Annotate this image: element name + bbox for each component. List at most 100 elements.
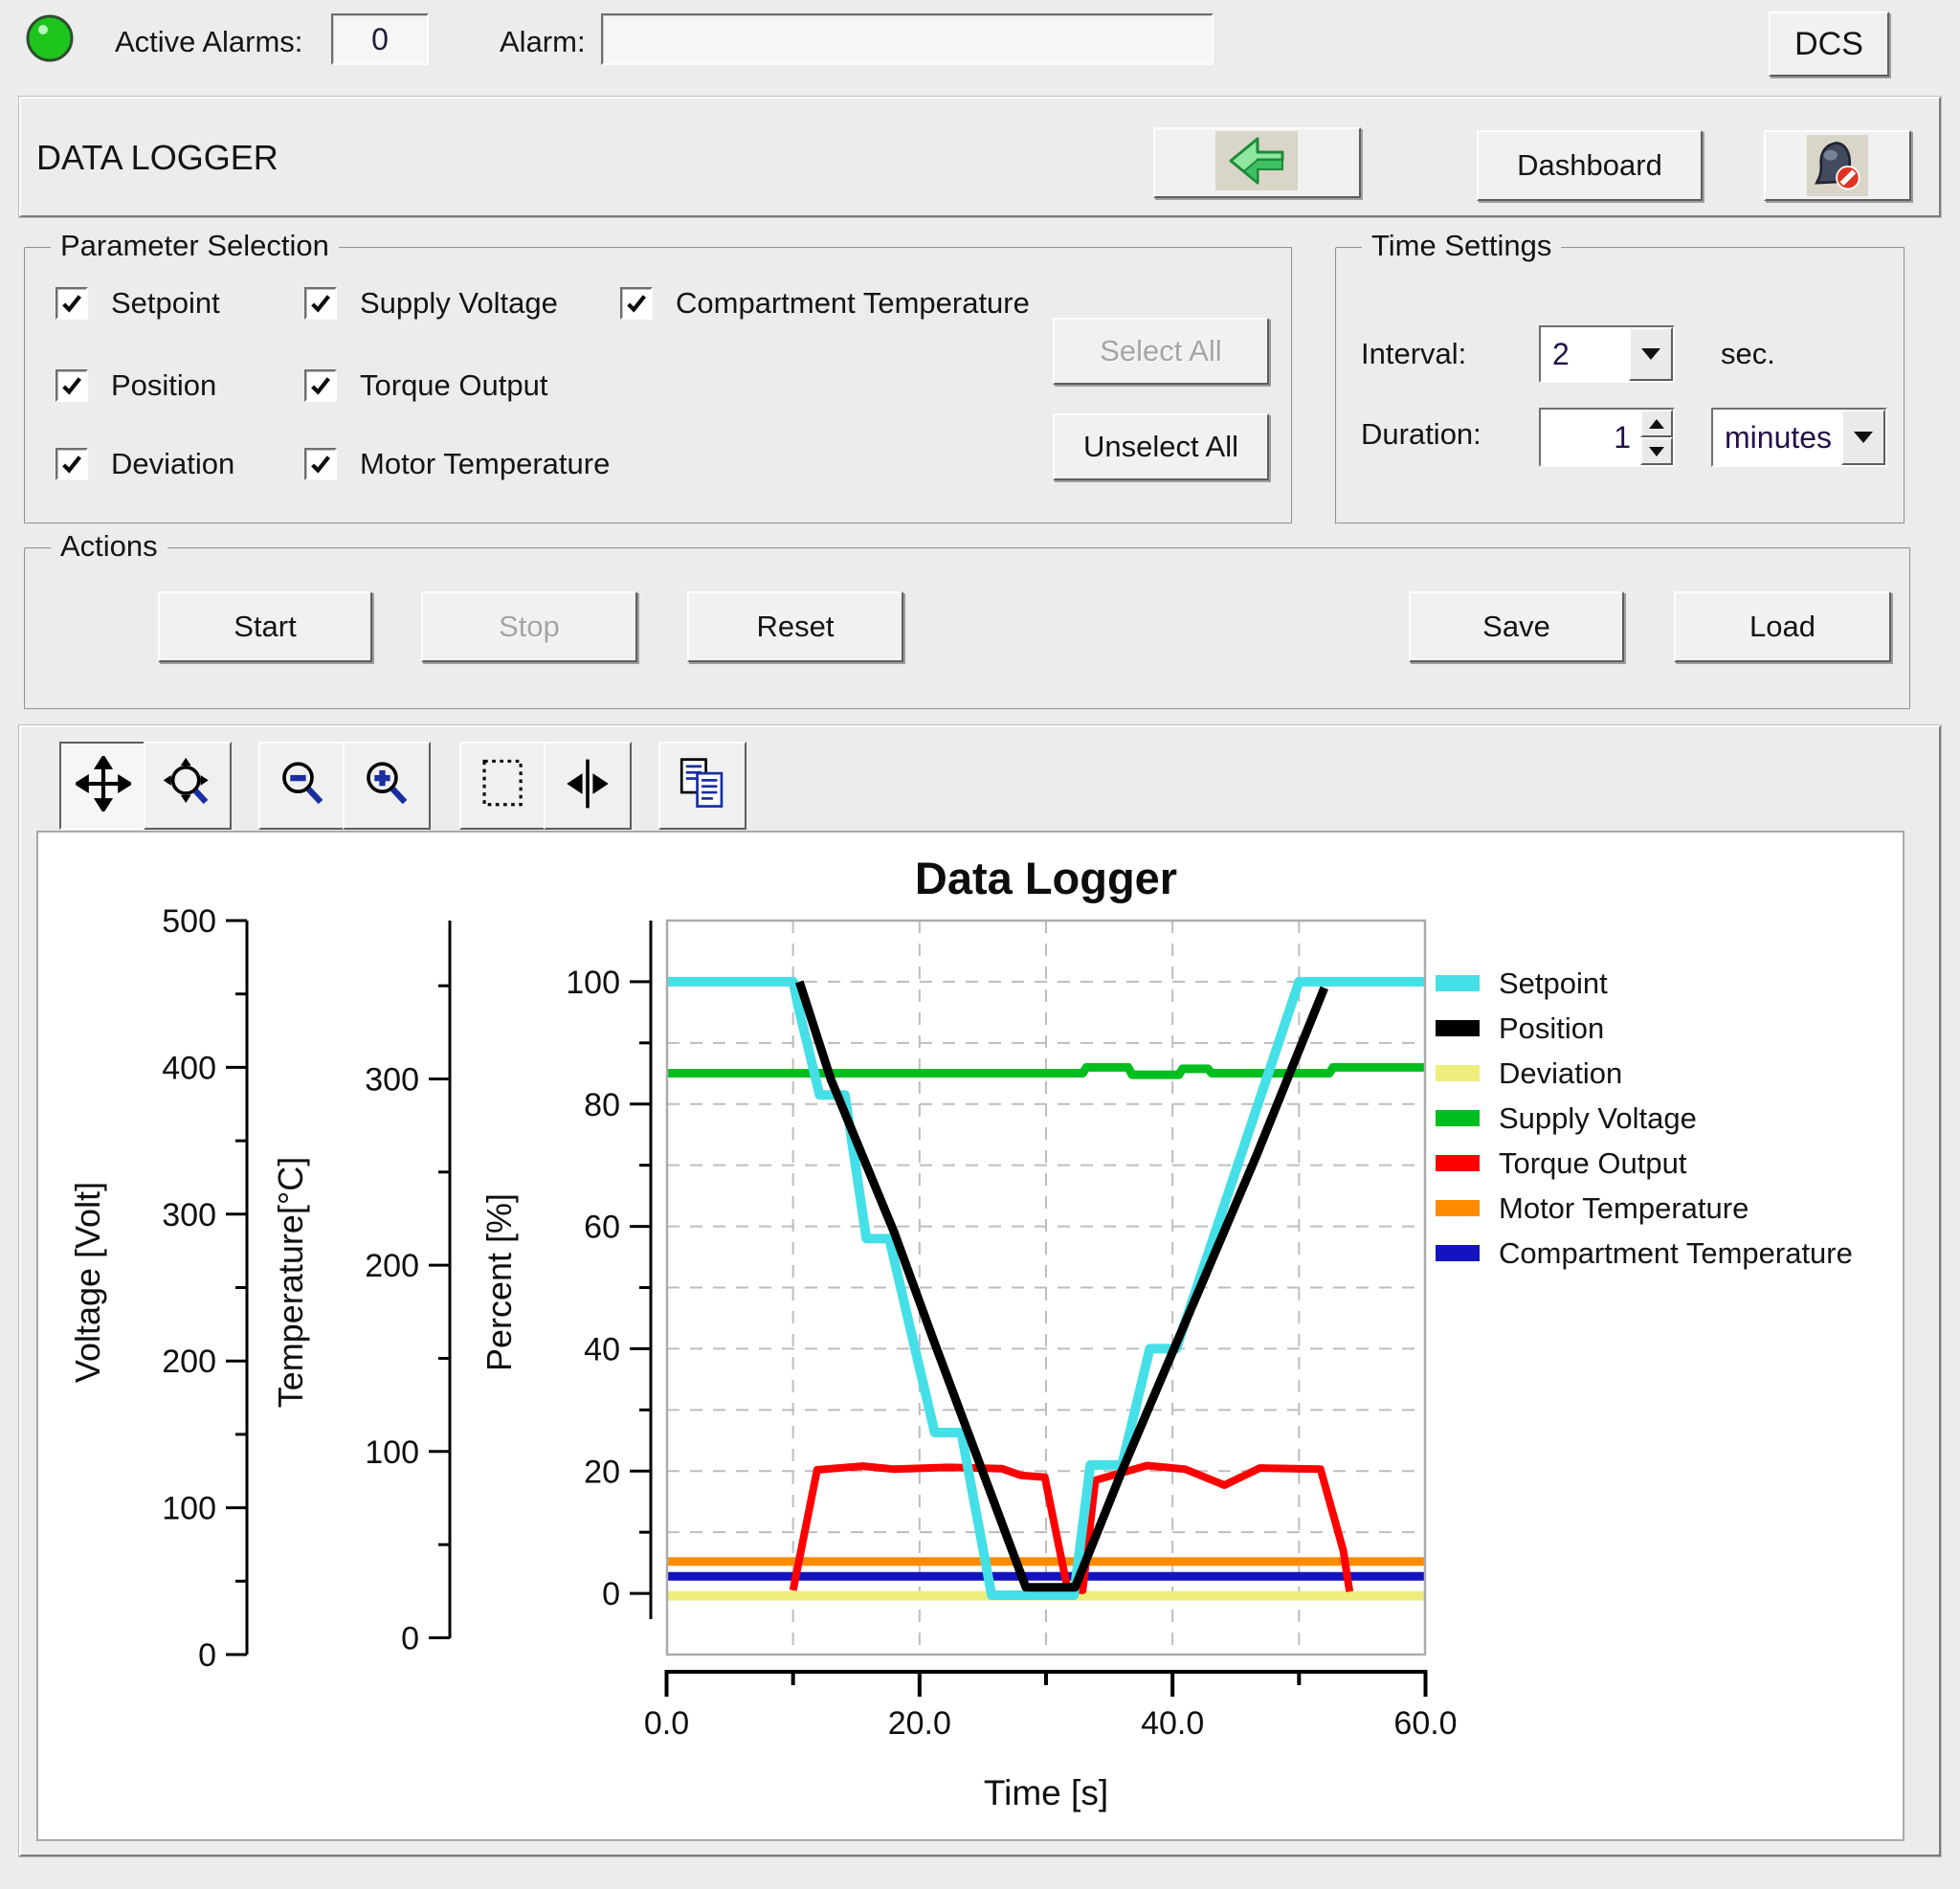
alarm-field[interactable] <box>601 13 1214 65</box>
checkbox-box-icon <box>56 369 88 402</box>
checkbox-label: Setpoint <box>111 286 220 320</box>
alarm-mute-icon <box>1807 135 1868 196</box>
svg-text:80: 80 <box>584 1087 620 1123</box>
zoom-horizontal-fit-button[interactable] <box>544 742 632 830</box>
actions-title: Actions <box>51 529 167 564</box>
checkbox-motor-temperature[interactable]: Motor Temperature <box>304 447 611 480</box>
legend-label: Position <box>1499 1011 1605 1045</box>
legend-swatch-icon <box>1436 1245 1480 1261</box>
status-led-icon <box>25 13 75 63</box>
dcs-button[interactable]: DCS <box>1769 11 1889 77</box>
alarm-label: Alarm: <box>500 25 586 58</box>
legend-swatch-icon <box>1436 1065 1480 1081</box>
checkbox-label: Position <box>111 368 217 402</box>
zoom-out-button[interactable] <box>258 742 346 830</box>
legend-swatch-icon <box>1436 1155 1480 1171</box>
series-position <box>795 980 1328 1592</box>
pan-icon <box>74 753 133 816</box>
legend-item-position: Position <box>1436 1006 1853 1051</box>
dashboard-button[interactable]: Dashboard <box>1477 130 1703 201</box>
chart-title: Data Logger <box>914 853 1178 903</box>
svg-text:0.0: 0.0 <box>644 1705 689 1742</box>
legend-swatch-icon <box>1436 1200 1480 1216</box>
checkbox-box-icon <box>56 287 88 320</box>
legend-item-deviation: Deviation <box>1436 1051 1853 1096</box>
legend-label: Setpoint <box>1499 966 1608 1000</box>
legend-item-compartment-temperature: Compartment Temperature <box>1436 1231 1853 1276</box>
zoom-box-button[interactable] <box>459 742 547 830</box>
legend-label: Supply Voltage <box>1499 1100 1697 1135</box>
zoom-in-button[interactable] <box>343 742 431 830</box>
chevron-down-icon[interactable] <box>1629 327 1673 381</box>
checkbox-compartment-temperature[interactable]: Compartment Temperature <box>620 286 1030 320</box>
checkbox-label: Deviation <box>111 447 235 480</box>
unselect-all-button[interactable]: Unselect All <box>1053 413 1269 480</box>
svg-text:0: 0 <box>602 1576 620 1612</box>
svg-text:20: 20 <box>584 1454 620 1490</box>
y-axis-voltage <box>226 919 249 1656</box>
interval-value: 2 <box>1552 336 1570 371</box>
svg-text:0: 0 <box>401 1620 419 1656</box>
checkbox-label: Motor Temperature <box>360 447 611 480</box>
series-setpoint <box>666 976 1426 1600</box>
svg-text:60: 60 <box>584 1210 620 1246</box>
x-axis <box>664 1670 1428 1697</box>
svg-text:20.0: 20.0 <box>888 1705 951 1742</box>
checkbox-label: Supply Voltage <box>360 286 558 320</box>
series-supply-voltage <box>666 1062 1426 1079</box>
checkbox-supply-voltage[interactable]: Supply Voltage <box>304 286 558 320</box>
svg-text:0: 0 <box>198 1637 216 1674</box>
checkbox-deviation[interactable]: Deviation <box>56 447 235 480</box>
copy-icon <box>675 756 730 816</box>
interval-label: Interval: <box>1361 337 1467 370</box>
reset-button[interactable]: Reset <box>687 591 903 662</box>
page-title: DATA LOGGER <box>36 138 278 177</box>
checkbox-box-icon <box>620 287 653 320</box>
svg-text:60.0: 60.0 <box>1393 1705 1457 1742</box>
pan-button[interactable] <box>59 742 147 830</box>
checkbox-box-icon <box>56 448 88 480</box>
parameter-selection-group: Parameter Selection <box>24 229 1293 524</box>
zoom-out-icon <box>275 756 330 816</box>
save-button[interactable]: Save <box>1409 591 1624 662</box>
legend-label: Compartment Temperature <box>1499 1235 1853 1270</box>
active-alarms-label: Active Alarms: <box>115 25 303 58</box>
zoom-box-icon <box>476 756 531 816</box>
alarm-mute-button[interactable] <box>1764 130 1911 201</box>
copy-button[interactable] <box>658 742 746 830</box>
checkbox-box-icon <box>304 369 337 402</box>
duration-unit-combobox[interactable]: minutes <box>1711 408 1887 467</box>
legend-item-supply-voltage: Supply Voltage <box>1436 1096 1853 1141</box>
svg-text:40: 40 <box>584 1331 620 1367</box>
legend-label: Motor Temperature <box>1499 1190 1749 1225</box>
chevron-down-icon[interactable] <box>1841 410 1885 465</box>
checkbox-box-icon <box>304 448 337 480</box>
legend-label: Deviation <box>1499 1056 1623 1090</box>
time-settings-group: Time Settings <box>1335 229 1905 524</box>
active-alarms-count: 0 <box>331 13 429 65</box>
back-button[interactable] <box>1153 127 1361 198</box>
start-button[interactable]: Start <box>158 591 372 662</box>
zoom-dynamic-button[interactable] <box>144 742 232 830</box>
legend-swatch-icon <box>1436 975 1480 991</box>
y-axis-percent <box>630 921 653 1619</box>
zoom-dynamic-icon <box>160 756 215 816</box>
svg-text:Percent [%]: Percent [%] <box>479 1193 519 1371</box>
svg-text:400: 400 <box>162 1050 216 1086</box>
spinner-down-icon[interactable] <box>1640 437 1673 465</box>
select-all-button: Select All <box>1053 318 1269 385</box>
checkbox-setpoint[interactable]: Setpoint <box>56 286 220 320</box>
svg-text:300: 300 <box>365 1061 419 1098</box>
checkbox-torque-output[interactable]: Torque Output <box>304 368 547 402</box>
zoom-horizontal-fit-icon <box>560 756 615 816</box>
duration-label: Duration: <box>1361 417 1481 451</box>
spinner-up-icon[interactable] <box>1640 410 1673 437</box>
load-button[interactable]: Load <box>1674 591 1891 662</box>
checkbox-position[interactable]: Position <box>56 368 217 402</box>
legend-item-torque-output: Torque Output <box>1436 1141 1853 1186</box>
time-settings-title: Time Settings <box>1362 229 1562 263</box>
checkbox-box-icon <box>304 287 337 320</box>
interval-combobox[interactable]: 2 <box>1539 325 1675 383</box>
duration-stepper[interactable]: 1 <box>1539 408 1675 467</box>
